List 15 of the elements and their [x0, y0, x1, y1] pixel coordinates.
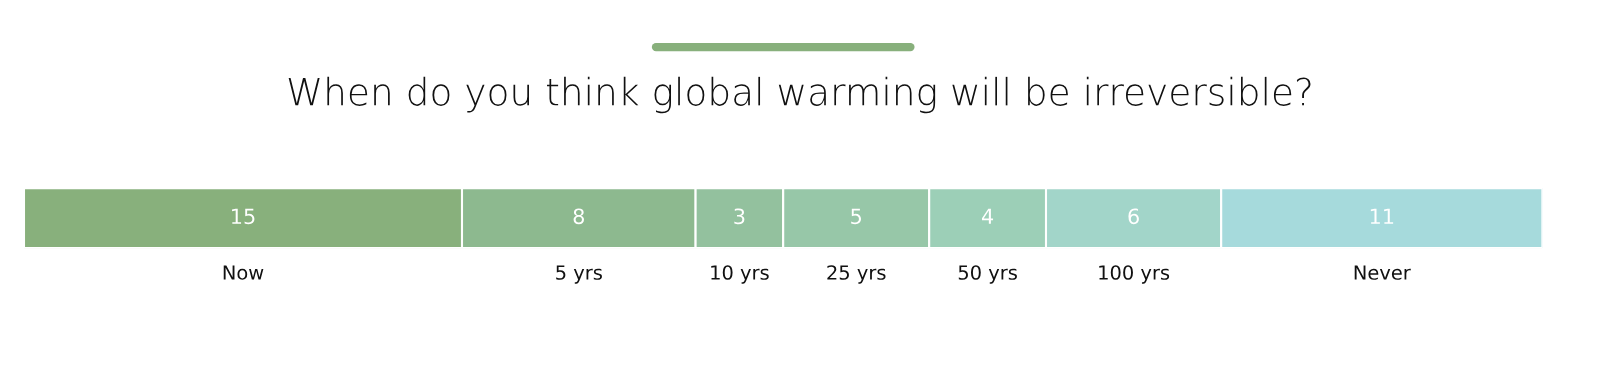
- series-label: 25 yrs: [827, 265, 886, 284]
- series-label: Never: [1354, 265, 1411, 280]
- series-label: 10 yrs: [711, 265, 769, 284]
- chart-title: When do you think global warming will be irreversible?: [288, 76, 1311, 114]
- data-label: 4: [981, 208, 994, 224]
- data-label: 5: [851, 208, 862, 225]
- series-label: 50 yrs: [958, 265, 1017, 284]
- data-label: 6: [1128, 208, 1139, 225]
- series-label: 5 yrs: [556, 265, 602, 284]
- data-label: 8: [573, 208, 584, 225]
- data-label: 15: [232, 208, 255, 225]
- series-label: Now: [223, 265, 264, 280]
- data-label: 3: [734, 208, 745, 225]
- data-label: 11: [1370, 208, 1394, 224]
- series-label: 100 yrs: [1099, 265, 1170, 284]
